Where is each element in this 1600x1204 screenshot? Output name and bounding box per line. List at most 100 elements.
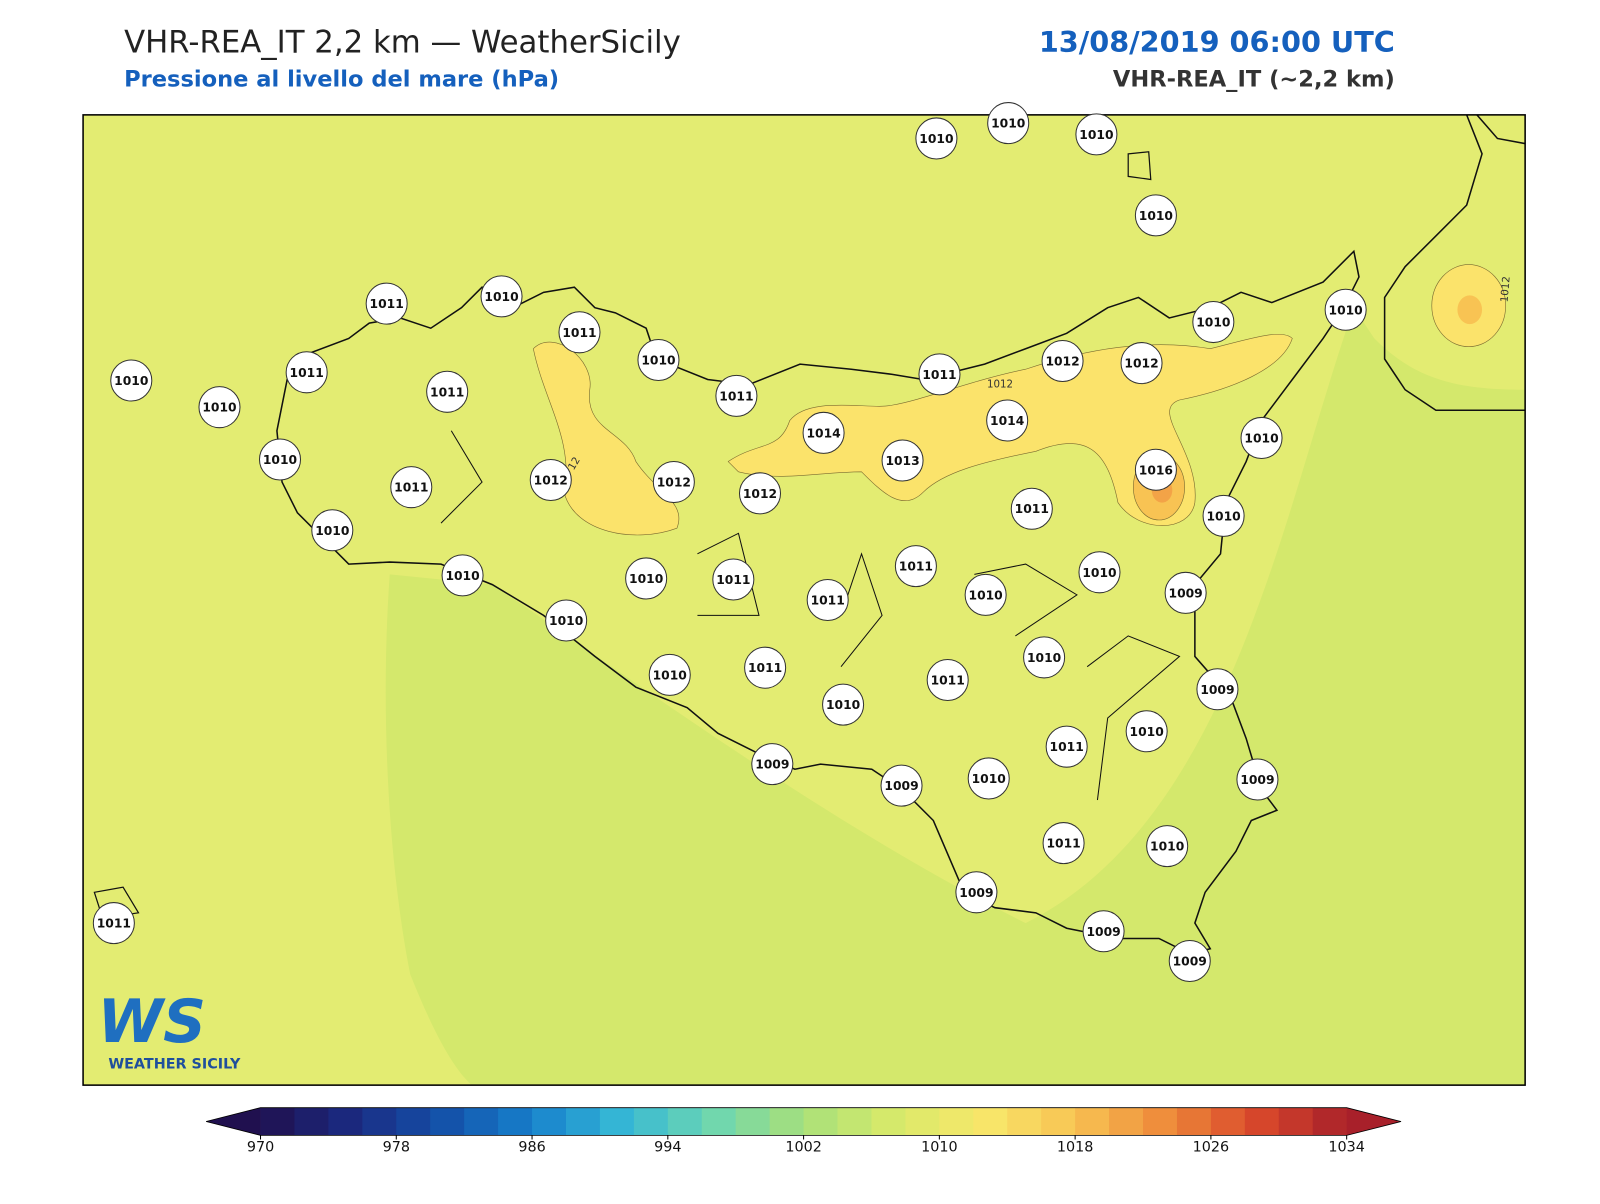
station-marker (715, 374, 758, 417)
contour-label: 1012 (987, 379, 1013, 391)
station-value: 1011 (290, 366, 324, 380)
station-value: 1010 (1244, 431, 1278, 445)
station-marker (751, 743, 794, 786)
colorbar-band (837, 1107, 872, 1136)
station-marker (1082, 910, 1125, 953)
station: 1016 (1134, 448, 1177, 491)
station: 1011 (918, 353, 961, 396)
station-marker (529, 458, 572, 502)
colorbar-band (633, 1107, 669, 1136)
station-value: 1010 (972, 772, 1006, 786)
station-marker (426, 370, 469, 413)
station-value: 1014 (806, 426, 840, 440)
station: 1014 (986, 399, 1029, 442)
station: 1011 (365, 282, 408, 325)
colorbar-band (905, 1107, 940, 1136)
colorbar-tick-label: 970 (247, 1140, 274, 1156)
station: 1011 (390, 466, 433, 509)
logo-mark: WS (98, 988, 206, 1057)
station-value: 1010 (202, 401, 236, 415)
colorbar-band (701, 1107, 737, 1136)
station-marker (880, 764, 923, 807)
station: 1011 (558, 311, 601, 354)
station: 1010 (110, 359, 153, 402)
station: 1011 (426, 370, 469, 413)
station-marker (365, 282, 408, 325)
station-marker (712, 558, 755, 601)
station: 1009 (955, 871, 998, 914)
colorbar-band (735, 1107, 771, 1136)
station: 1011 (806, 578, 849, 622)
station-value: 1010 (991, 117, 1025, 131)
colorbar-band (1041, 1107, 1076, 1136)
station: 1009 (1164, 571, 1207, 614)
station-value: 1012 (1124, 357, 1158, 371)
station: 1010 (967, 757, 1010, 800)
station: 1011 (1010, 487, 1053, 530)
station: 1011 (894, 545, 937, 588)
station-value: 1009 (884, 779, 918, 793)
station-marker (1023, 636, 1066, 679)
colorbar-band (1278, 1107, 1314, 1136)
station-marker (1236, 758, 1279, 801)
station-marker (1240, 416, 1283, 459)
station-value: 1010 (826, 698, 860, 712)
station-value: 1009 (755, 758, 789, 772)
station-marker (258, 438, 302, 481)
station-value: 1010 (445, 569, 479, 583)
station-value: 1010 (484, 290, 518, 304)
station: 1012 (1041, 340, 1084, 383)
station-value: 1010 (549, 614, 583, 628)
station-marker (1120, 342, 1163, 385)
colorbar-band (803, 1107, 839, 1136)
station-marker (558, 311, 601, 354)
station: 1010 (1134, 194, 1177, 237)
colorbar-tick-label: 986 (518, 1140, 545, 1156)
station: 1014 (802, 411, 845, 454)
station: 1011 (712, 558, 755, 601)
colorbar-band (1312, 1107, 1348, 1136)
station-value: 1010 (1139, 209, 1173, 223)
station-marker (881, 439, 924, 482)
station-marker (1075, 113, 1118, 156)
station: 1011 (715, 374, 758, 417)
station-value: 1011 (370, 297, 404, 311)
station-marker (92, 902, 135, 945)
model: VHR-REA_IT (~2,2 km) (1113, 67, 1395, 93)
station-marker (390, 466, 433, 509)
station: 1011 (285, 351, 328, 394)
station-value: 1011 (97, 917, 131, 931)
station: 1012 (738, 472, 782, 515)
station: 1010 (822, 683, 865, 726)
station-value: 1011 (931, 674, 965, 688)
station: 1010 (1240, 416, 1283, 459)
colorbar-band (1143, 1107, 1178, 1136)
station: 1010 (964, 573, 1007, 616)
station-value: 1011 (899, 560, 933, 574)
colorbar-band (464, 1107, 499, 1136)
colorbar-band (260, 1107, 295, 1136)
station: 1010 (987, 102, 1030, 145)
station-marker (285, 351, 328, 394)
colorbar-band (362, 1107, 397, 1136)
station-value: 1011 (1046, 837, 1080, 851)
colorbar-band (1007, 1107, 1042, 1136)
contour-area (1457, 295, 1483, 325)
station: 1012 (529, 458, 572, 502)
station-value: 1011 (716, 573, 750, 587)
station-value: 1010 (1150, 840, 1184, 854)
station: 1013 (881, 439, 924, 482)
colorbar-band (1210, 1107, 1246, 1136)
station-marker (648, 653, 691, 696)
colorbar-band (328, 1107, 363, 1136)
station-marker (625, 557, 668, 600)
station-value: 1011 (811, 594, 845, 608)
station-marker (926, 658, 969, 702)
colorbar-band (1109, 1107, 1144, 1136)
station-value: 1010 (653, 668, 687, 682)
station: 1011 (926, 658, 969, 702)
station-marker (441, 554, 484, 597)
station-value: 1012 (1045, 355, 1079, 369)
sea-pressure-area (385, 307, 1526, 1086)
